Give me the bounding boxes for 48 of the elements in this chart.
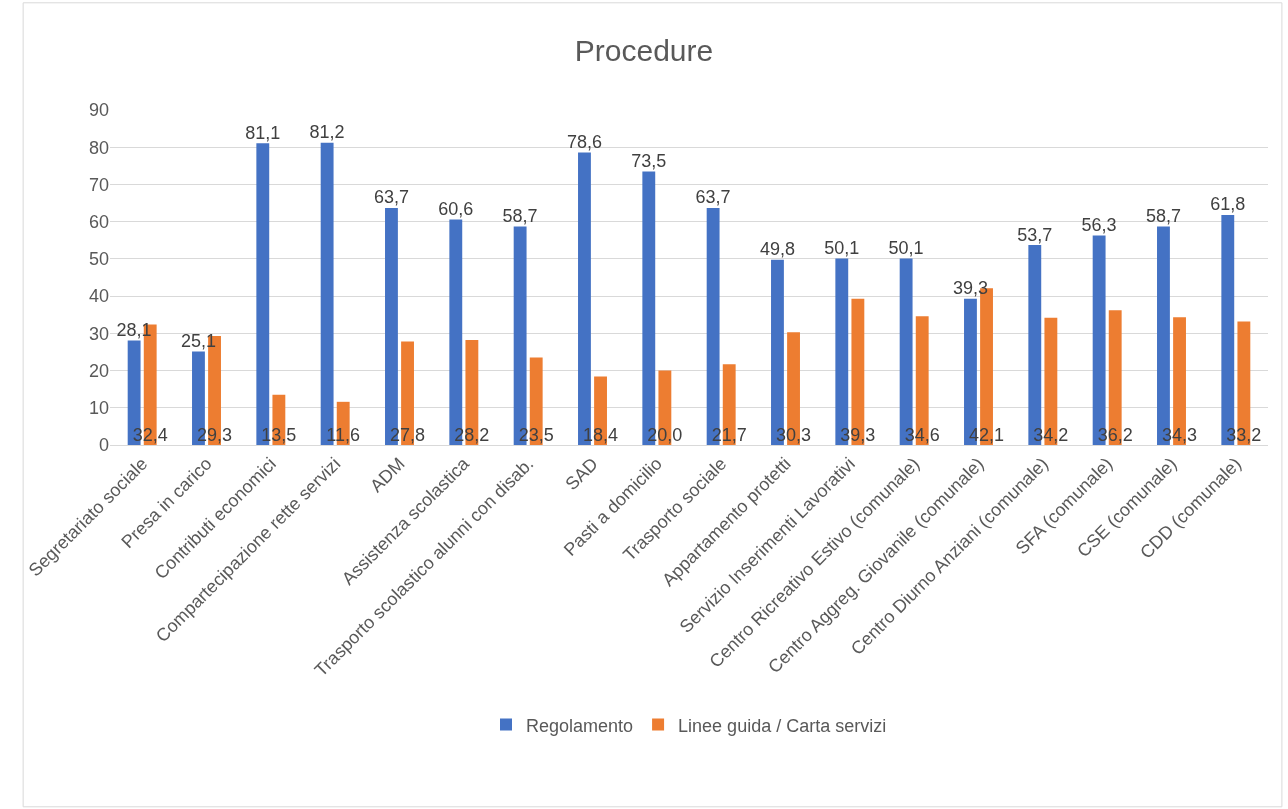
data-label: 39,3 xyxy=(840,424,876,445)
y-tick-label: 60 xyxy=(88,211,109,232)
data-label: 56,3 xyxy=(1081,214,1117,235)
data-label: 63,7 xyxy=(695,187,731,208)
data-label: 50,1 xyxy=(824,238,860,259)
data-label: 11,6 xyxy=(326,424,361,445)
data-label: 20,0 xyxy=(647,424,683,445)
data-label: 13,5 xyxy=(261,424,297,445)
y-tick-label: 90 xyxy=(88,100,109,121)
y-tick-label: 20 xyxy=(88,360,109,381)
data-label: 30,3 xyxy=(776,424,812,445)
data-label: 32,4 xyxy=(132,424,168,445)
data-label: 18,4 xyxy=(583,424,619,445)
data-label: 53,7 xyxy=(1017,224,1053,245)
data-label: 23,5 xyxy=(518,424,554,445)
legend-label: Linee guida / Carta servizi xyxy=(678,715,887,736)
x-tick-label: SAD xyxy=(561,453,602,494)
data-label: 34,3 xyxy=(1162,424,1198,445)
data-label: 81,1 xyxy=(245,122,281,143)
data-label: 29,3 xyxy=(197,424,233,445)
data-label: 39,3 xyxy=(952,278,988,299)
y-tick-label: 50 xyxy=(88,249,109,270)
data-label: 33,2 xyxy=(1226,424,1262,445)
data-label: 42,1 xyxy=(969,424,1005,445)
chart-title: Procedure xyxy=(574,34,714,68)
data-label: 78,6 xyxy=(566,131,602,152)
data-label: 21,7 xyxy=(711,424,747,445)
y-tick-label: 70 xyxy=(88,174,109,195)
data-label: 49,8 xyxy=(759,239,795,260)
y-tick-label: 40 xyxy=(88,286,109,307)
data-label: 58,7 xyxy=(1145,206,1181,227)
data-label: 63,7 xyxy=(373,187,409,208)
data-label: 60,6 xyxy=(438,198,474,219)
data-label: 27,8 xyxy=(390,424,426,445)
y-tick-label: 30 xyxy=(88,323,109,344)
data-label: 73,5 xyxy=(631,150,667,171)
y-tick-label: 0 xyxy=(98,435,109,456)
data-label: 36,2 xyxy=(1097,424,1133,445)
data-label: 81,2 xyxy=(309,122,345,143)
data-label: 28,2 xyxy=(454,424,490,445)
y-tick-label: 10 xyxy=(88,398,109,419)
legend-label: Regolamento xyxy=(526,715,634,736)
data-label: 34,6 xyxy=(904,424,940,445)
data-label: 34,2 xyxy=(1033,424,1069,445)
data-label: 61,8 xyxy=(1210,194,1246,215)
data-label: 50,1 xyxy=(888,238,924,259)
y-tick-label: 80 xyxy=(88,137,109,158)
data-label: 58,7 xyxy=(502,206,538,227)
